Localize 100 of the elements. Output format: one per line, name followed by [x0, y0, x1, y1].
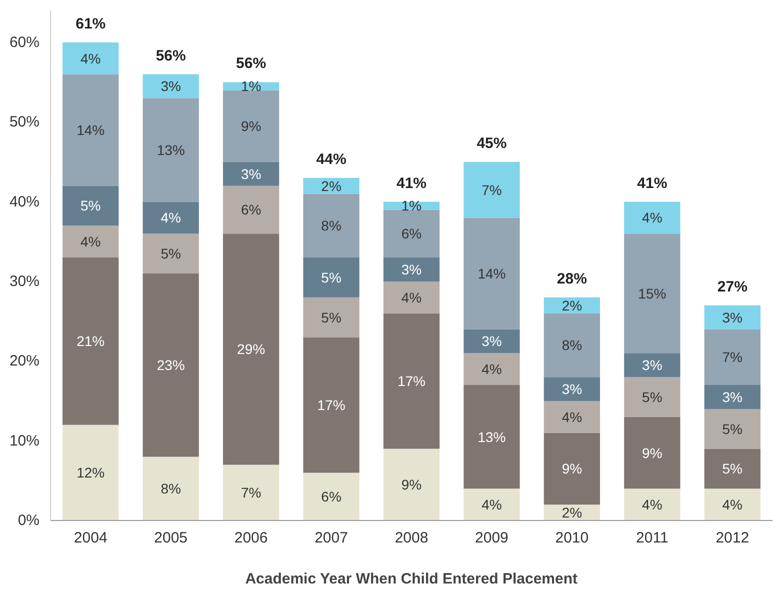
data-label: 9% — [642, 444, 662, 461]
data-label: 29% — [237, 341, 266, 358]
x-tick-label: 2009 — [475, 530, 508, 546]
bar — [383, 210, 440, 258]
x-axis-title: Academic Year When Child Entered Placement — [245, 570, 578, 588]
bar — [222, 234, 280, 465]
bar — [142, 74, 199, 98]
y-tick-label: 20% — [9, 352, 40, 370]
bar — [704, 488, 760, 520]
x-tick-label: 2008 — [394, 530, 428, 546]
data-label: 3% — [642, 357, 662, 374]
data-label: 3% — [160, 78, 181, 94]
bar — [544, 432, 600, 505]
x-tick-label: 2007 — [314, 530, 348, 546]
data-label: 6% — [321, 488, 342, 505]
data-label: 3% — [401, 261, 422, 278]
data-label: 3% — [240, 166, 262, 182]
bar — [303, 258, 360, 298]
data-label: 5% — [722, 420, 743, 437]
data-label: 17% — [317, 396, 346, 413]
bar — [383, 448, 440, 520]
data-label: 8% — [562, 337, 582, 354]
data-label: 4% — [482, 361, 502, 378]
bar — [704, 448, 760, 489]
data-label: 4% — [401, 289, 422, 306]
bar — [303, 178, 360, 194]
data-label: 5% — [722, 460, 743, 477]
y-tick-label: 40% — [9, 193, 40, 210]
data-label: 7% — [722, 349, 743, 366]
bar — [464, 488, 520, 520]
bar — [624, 416, 680, 489]
total-label: 56% — [156, 47, 186, 64]
data-label: 3% — [482, 333, 502, 350]
total-label: 56% — [236, 55, 266, 72]
bar — [62, 74, 119, 186]
data-label: 5% — [642, 388, 662, 405]
data-label: 4% — [80, 50, 101, 66]
data-label: 4% — [562, 408, 582, 425]
data-label: 4% — [80, 234, 101, 250]
data-label: 13% — [478, 428, 506, 445]
bar — [62, 186, 119, 226]
x-tick-label: 2010 — [555, 530, 589, 546]
bar — [704, 408, 760, 449]
data-label: 3% — [722, 309, 743, 326]
data-label: 3% — [722, 388, 743, 405]
bar — [704, 329, 760, 386]
bar — [544, 400, 600, 433]
data-label: 2% — [562, 504, 582, 521]
data-label: 4% — [642, 496, 662, 513]
data-label: 6% — [240, 202, 262, 218]
data-label: 15% — [638, 285, 666, 302]
data-label: 1% — [240, 78, 262, 94]
x-tick-label: 2012 — [716, 530, 750, 546]
data-label: 13% — [156, 142, 185, 158]
bar — [624, 202, 680, 234]
x-tick-label: 2006 — [234, 530, 268, 546]
bar — [624, 353, 680, 378]
bar — [624, 488, 680, 520]
y-tick-label: 30% — [9, 272, 40, 290]
data-label: 6% — [401, 226, 422, 242]
data-label: 8% — [160, 480, 181, 497]
bar — [142, 98, 199, 202]
bar — [62, 258, 119, 425]
data-label: 4% — [642, 210, 662, 226]
data-label: 12% — [76, 464, 105, 481]
bar — [222, 464, 280, 520]
bar — [464, 385, 520, 489]
data-label: 14% — [76, 122, 105, 138]
bar — [222, 186, 280, 234]
bar — [464, 329, 520, 354]
total-label: 45% — [476, 134, 507, 152]
bar — [383, 313, 440, 449]
bar — [544, 297, 600, 314]
y-tick-label: 10% — [9, 432, 40, 450]
bar — [704, 305, 760, 330]
bar — [62, 42, 119, 74]
data-label: 21% — [76, 333, 105, 350]
total-label: 28% — [556, 270, 587, 288]
bar — [383, 258, 440, 282]
bar — [62, 424, 119, 520]
bar — [303, 472, 360, 520]
data-label: 5% — [160, 246, 181, 262]
x-tick-label: 2004 — [74, 530, 108, 546]
y-tick-label: 0% — [18, 512, 40, 529]
bar — [544, 313, 600, 378]
data-label: 1% — [401, 198, 422, 214]
data-label: 7% — [482, 182, 502, 198]
data-label: 14% — [478, 265, 506, 282]
data-label: 9% — [240, 118, 262, 134]
data-label: 8% — [321, 218, 342, 234]
bar — [142, 456, 199, 520]
data-label: 5% — [321, 269, 342, 286]
data-label: 5% — [321, 309, 342, 326]
data-label: 4% — [722, 496, 743, 513]
data-label: 7% — [240, 484, 262, 501]
bar — [222, 90, 280, 162]
data-label: 23% — [156, 357, 185, 374]
data-label: 3% — [562, 381, 582, 398]
total-label: 41% — [637, 174, 668, 192]
bar — [624, 234, 680, 354]
